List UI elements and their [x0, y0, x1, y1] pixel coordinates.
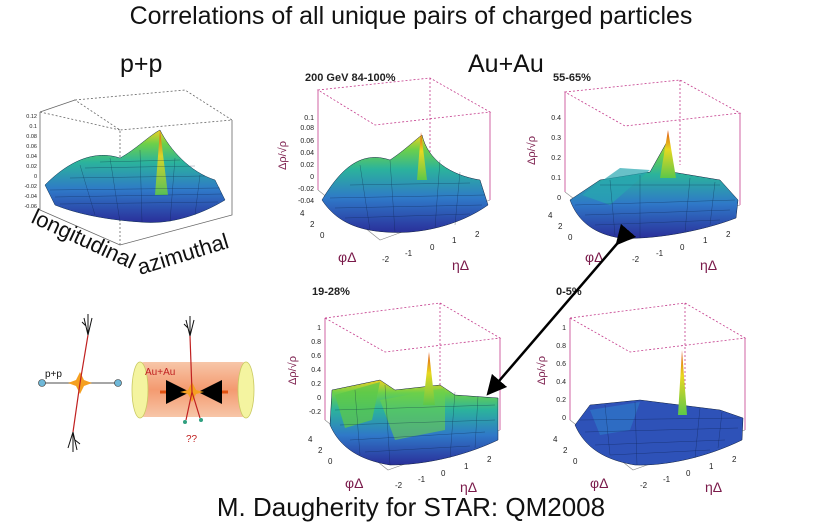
- tick-label: 0.1: [29, 124, 37, 130]
- tick-label: 0.06: [26, 144, 37, 150]
- tick-label: 4: [308, 435, 313, 444]
- tick-label: 2: [318, 446, 323, 455]
- tick-label: 0: [568, 233, 573, 242]
- tick-label: 0.08: [26, 134, 37, 140]
- tick-label: -0.04: [298, 198, 314, 205]
- tick-label: 0: [320, 231, 325, 240]
- tick-label: 0: [328, 457, 333, 466]
- slide-title: Correlations of all unique pairs of char…: [129, 2, 693, 30]
- tick-label: 2: [732, 455, 737, 464]
- tick-label: -0.02: [298, 186, 314, 193]
- tick-label: 0.04: [300, 150, 314, 157]
- eta-axis-title: ηΔ: [460, 479, 477, 495]
- tick-label: 0: [34, 174, 37, 180]
- tick-label: 2: [558, 222, 563, 231]
- tick-label: 0.12: [26, 114, 37, 120]
- comparison-arrow: [486, 223, 637, 396]
- tick-label: -1: [405, 249, 413, 258]
- panel-label: 55-65%: [553, 72, 591, 84]
- tick-label: 0.2: [551, 155, 561, 162]
- tick-label: 0.02: [300, 162, 314, 169]
- slide-footer: M. Daugherity for STAR: QM2008: [216, 492, 606, 522]
- tick-label: -1: [656, 249, 664, 258]
- tick-label: 0.3: [551, 135, 561, 142]
- tick-label: 0.02: [26, 164, 37, 170]
- tick-label: 0.6: [311, 353, 321, 360]
- tick-label: -2: [395, 481, 403, 490]
- panel-label: 200 GeV 84-100%: [305, 72, 396, 84]
- tick-label: 1: [709, 462, 714, 471]
- tick-label: 2: [726, 230, 731, 239]
- tick-label: 0.8: [311, 339, 321, 346]
- tick-label: 2: [475, 230, 480, 239]
- tick-label: 0.8: [556, 343, 566, 350]
- eta-axis-title: ηΔ: [705, 479, 722, 495]
- tick-label: -0.2: [309, 409, 321, 416]
- pp-heading: p+p: [120, 50, 163, 78]
- tick-label: 0: [310, 174, 314, 181]
- tick-label: 1: [464, 462, 469, 471]
- tick-label: 0: [573, 457, 578, 466]
- tick-label: -1: [663, 475, 671, 484]
- tick-label: 0: [317, 395, 321, 402]
- tick-label: 2: [563, 446, 568, 455]
- tick-label: 0: [562, 415, 566, 422]
- z-axis-title: Δρ/√ρ: [536, 356, 548, 385]
- tick-label: 1: [703, 236, 708, 245]
- pp-plot: 0.12 0.1 0.08 0.06 0.04 0.02 0 -0.02 -0.…: [24, 89, 234, 280]
- panel-0-5: 1 0.8 0.6 0.4 0.2 0 Δρ/√ρ 4 2 0 -2 -1 0 …: [536, 302, 747, 495]
- pp-collision-diagram: p+p: [38, 314, 122, 452]
- z-axis-title: Δρ/√ρ: [277, 141, 289, 170]
- tick-label: 0: [686, 469, 691, 478]
- z-axis-title: Δρ/√ρ: [526, 136, 538, 165]
- tick-label: 0.08: [300, 125, 314, 132]
- phi-axis-title: φΔ: [338, 249, 356, 265]
- panel-84-100: 0.1 0.08 0.06 0.04 0.02 0 -0.02 -0.04 Δρ…: [277, 77, 492, 273]
- eta-axis-title: ηΔ: [452, 257, 469, 273]
- tick-label: 4: [548, 211, 553, 220]
- tick-label: -2: [640, 481, 648, 490]
- tick-label: 0: [557, 195, 561, 202]
- panel-19-28: 1 0.8 0.6 0.4 0.2 0 -0.2 Δρ/√ρ 4 2 0 -2 …: [287, 302, 502, 495]
- tick-label: 2: [487, 455, 492, 464]
- azimuthal-axis-label: azimuthal: [134, 228, 231, 279]
- tick-label: 0.1: [304, 115, 314, 122]
- tick-label: 1: [452, 236, 457, 245]
- tick-label: 2: [310, 220, 315, 229]
- tick-label: 0.1: [551, 175, 561, 182]
- tick-label: 0.2: [311, 381, 321, 388]
- tick-label: 0.06: [300, 138, 314, 145]
- tick-label: -2: [632, 255, 640, 264]
- tick-label: 0.6: [556, 361, 566, 368]
- phi-axis-title: φΔ: [345, 475, 363, 491]
- tick-label: -2: [382, 255, 390, 264]
- question-marks: ??: [186, 434, 198, 445]
- tick-label: -0.06: [24, 204, 37, 210]
- phi-axis-title: φΔ: [590, 475, 608, 491]
- tick-label: 0.4: [551, 115, 561, 122]
- tick-label: -1: [418, 475, 426, 484]
- tick-label: 4: [553, 435, 558, 444]
- panel-55-65: 0.4 0.3 0.2 0.1 0 Δρ/√ρ 4 2 0 -2 -1 0 1 …: [526, 79, 742, 273]
- tick-label: 1: [317, 325, 321, 332]
- tick-label: 0: [430, 243, 435, 252]
- tick-label: -0.02: [24, 184, 37, 190]
- tick-label: 0.2: [556, 397, 566, 404]
- auau-heading: Au+Au: [468, 50, 544, 78]
- tick-label: 0: [441, 469, 446, 478]
- tick-label: 0.04: [26, 154, 37, 160]
- tick-label: 1: [562, 325, 566, 332]
- tick-label: 0: [680, 243, 685, 252]
- tick-label: 0.4: [556, 379, 566, 386]
- z-axis-title: Δρ/√ρ: [287, 356, 299, 385]
- auau-collision-diagram: Au+Au ??: [131, 316, 255, 445]
- tick-label: 4: [300, 209, 305, 218]
- pp-diagram-label: p+p: [45, 369, 62, 380]
- tick-label: 0.4: [311, 367, 321, 374]
- auau-diagram-label: Au+Au: [145, 367, 175, 378]
- tick-label: -0.04: [24, 194, 37, 200]
- eta-axis-title: ηΔ: [700, 257, 717, 273]
- panel-label: 19-28%: [312, 286, 350, 298]
